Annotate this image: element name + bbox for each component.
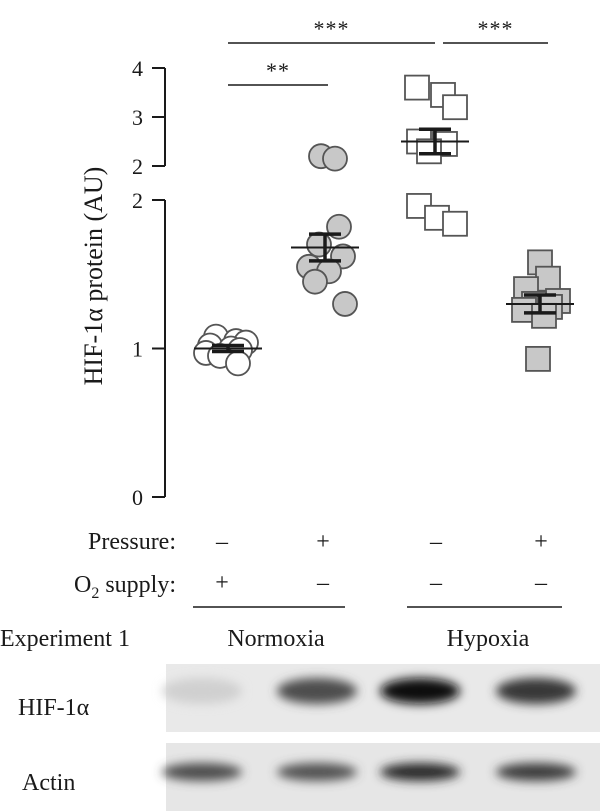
- hif-band-4: [496, 678, 576, 704]
- group-2-point: [302, 268, 328, 295]
- y-axis-label: HIF-1α protein (AU): [79, 167, 108, 386]
- significance-label-1: **: [266, 58, 290, 83]
- pressure-label: Pressure:: [88, 529, 176, 555]
- y-tick-label-lower-1: 1: [132, 337, 143, 362]
- blot-bands: [162, 678, 576, 781]
- hif-band-1: [162, 678, 242, 704]
- hif-blot-label: HIF-1α: [18, 695, 90, 721]
- group-4-point: [531, 302, 557, 329]
- y-tick-label-upper-2: 2: [132, 154, 143, 179]
- group-4-point: [525, 345, 551, 372]
- y-tick-labels: 0 1 2 2 3 4: [132, 56, 143, 510]
- y-tick-label-lower-0: 0: [132, 485, 143, 510]
- group-3-point: [404, 74, 430, 101]
- error-bars: [194, 127, 574, 354]
- actin-band-3: [380, 763, 460, 781]
- group-2-point: [306, 231, 332, 258]
- hypoxia-label: Hypoxia: [447, 626, 530, 652]
- pressure-sign-4: +: [534, 529, 548, 555]
- significance-label-3: ***: [478, 16, 514, 41]
- pressure-sign-2: +: [316, 529, 330, 555]
- o2-sign-4: –: [534, 570, 548, 596]
- actin-blot-label: Actin: [22, 770, 75, 796]
- data-points: [193, 74, 571, 377]
- actin-band-4: [496, 763, 576, 781]
- group-2-point: [322, 145, 348, 172]
- group-3-point: [442, 94, 468, 121]
- o2-sign-2: –: [316, 570, 330, 596]
- pressure-sign-1: –: [215, 529, 229, 555]
- pressure-sign-3: –: [429, 529, 443, 555]
- normoxia-label: Normoxia: [227, 626, 325, 652]
- condition-signs: – + – + + – – –: [215, 529, 548, 596]
- significance-label-2: ***: [314, 16, 350, 41]
- group-1-point: [225, 350, 251, 377]
- actin-band-1: [162, 763, 242, 781]
- y-tick-label-lower-2: 2: [132, 188, 143, 213]
- group-2-point: [332, 291, 358, 317]
- significance-bars: ***** ***: [228, 16, 548, 86]
- y-tick-label-upper-4: 4: [132, 56, 143, 81]
- o2-supply-label: O2 supply:: [74, 572, 176, 602]
- hif-band-3: [380, 678, 460, 704]
- y-axis: [152, 67, 166, 498]
- group-3-point: [442, 210, 468, 237]
- group-4-point: [535, 265, 561, 292]
- hif-band-2: [277, 678, 357, 704]
- o2-sign-1: +: [215, 570, 229, 596]
- y-tick-label-upper-3: 3: [132, 105, 143, 130]
- experiment-label: Experiment 1: [0, 626, 130, 652]
- o2-sign-3: –: [429, 570, 443, 596]
- actin-band-2: [277, 763, 357, 781]
- group-3-point: [416, 138, 442, 165]
